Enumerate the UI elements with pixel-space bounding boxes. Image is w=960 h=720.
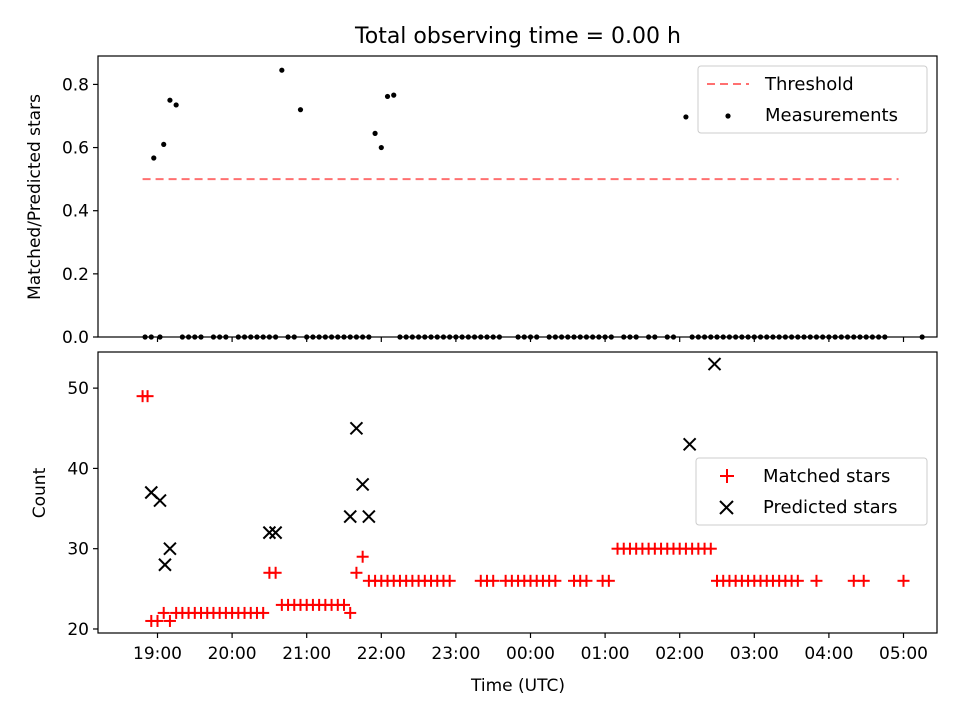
matched-star-point (157, 606, 170, 619)
predicted-star-point (355, 477, 370, 492)
predicted-legend-swatch (719, 500, 734, 515)
x-tick-label: 05:00 (879, 644, 928, 664)
measurement-point (391, 92, 397, 98)
predicted-star-point (262, 525, 277, 540)
bottom-y-tick-label: 40 (67, 459, 89, 479)
bottom-y-axis-label: Count (30, 467, 50, 518)
measurement-point (683, 114, 689, 120)
bottom-y-tick-label: 20 (67, 620, 89, 640)
bottom-panel: 20 30 40 50 19:00 20:00 21:00 22:00 23:00 00:00 0… (30, 351, 938, 696)
bottom-y-tick-label: 50 (67, 379, 89, 399)
top-x-tick-marks (156, 337, 905, 342)
measurements-legend-swatch (725, 113, 731, 119)
matched-star-point (338, 598, 350, 611)
top-legend-box (697, 65, 928, 134)
x-tick-label: 00:00 (506, 644, 555, 664)
bottom-axes-frame (97, 351, 938, 634)
measurement-point (173, 102, 179, 108)
matched-star-point (257, 606, 270, 619)
x-tick-label: 22:00 (357, 644, 406, 664)
predicted-star-point (349, 421, 364, 435)
bottom-legend-box (695, 457, 928, 526)
x-tick-label: 19:00 (133, 644, 182, 664)
top-y-axis-label: Matched/Predicted stars (25, 94, 45, 300)
measurement-point (384, 93, 391, 100)
x-tick-label: 01:00 (581, 644, 630, 664)
predicted-star-point (682, 437, 697, 452)
top-y-tick-label: 0.0 (62, 328, 89, 348)
matched-star-point (857, 574, 870, 587)
top-axes-frame (97, 55, 938, 338)
matched-star-point (602, 574, 615, 587)
predicted-star-point (343, 509, 357, 524)
measurement-point (161, 141, 167, 148)
x-tick-label: 23:00 (431, 644, 480, 664)
bottom-x-axis: 19:00 20:00 21:00 22:00 23:00 00:00 01:00 02:00… (133, 633, 928, 664)
top-legend: Threshold Measurements (697, 65, 928, 134)
matched-star-point (350, 566, 363, 579)
predicted-star-point (268, 525, 283, 540)
matched-legend-label: Matched stars (763, 466, 890, 487)
matched-star-point (549, 574, 562, 587)
x-tick-label: 21:00 (282, 644, 331, 664)
measurement-point (279, 67, 285, 73)
predicted-legend-label: Predicted stars (763, 497, 897, 518)
x-tick-label: 03:00 (730, 644, 779, 664)
top-y-tick-label: 0.4 (62, 202, 89, 222)
top-y-tick-label: 0.2 (62, 265, 89, 285)
top-panel: 0.00.20.40.60.8 Matched/Predicted stars … (25, 55, 938, 348)
matched-star-point (141, 390, 154, 403)
measurement-point (378, 144, 384, 151)
matched-star-point (580, 574, 593, 587)
matched-star-point (791, 574, 804, 587)
top-y-axis: 0.0 0.2 0.4 0.6 0.8 (62, 75, 98, 348)
x-tick-label: 04:00 (804, 644, 853, 664)
measurement-point (151, 155, 157, 161)
measurement-point (297, 107, 304, 113)
matched-star-point (356, 550, 369, 563)
measurements-legend-label: Measurements (765, 105, 898, 126)
x-tick-label: 20:00 (208, 644, 257, 664)
measurement-point (167, 97, 173, 103)
matched-star-point (344, 606, 357, 619)
predicted-star-point (707, 357, 722, 371)
predicted-star-point (163, 541, 177, 556)
bottom-y-axis: 20 30 40 50 (67, 379, 98, 640)
bottom-legend: Matched stars Predicted stars (695, 457, 928, 526)
matched-star-point (704, 542, 717, 555)
matched-star-point (810, 574, 823, 587)
threshold-legend-label: Threshold (764, 74, 854, 95)
matched-star-point (897, 574, 910, 587)
top-y-tick-label: 0.8 (62, 75, 89, 95)
matched-star-point (443, 574, 456, 587)
predicted-star-point (158, 558, 172, 572)
matched-star-point (163, 614, 176, 627)
x-axis-label: Time (UTC) (470, 676, 565, 696)
top-marks (142, 67, 925, 340)
x-tick-label: 02:00 (655, 644, 704, 664)
top-y-tick-label: 0.6 (62, 139, 89, 159)
matched-star-point (487, 574, 500, 587)
matched-star-point (269, 566, 282, 579)
matched-star-point (151, 614, 164, 627)
matched-legend-swatch (720, 469, 734, 483)
chart-title: Total observing time = 0.00 h (354, 24, 681, 49)
predicted-star-point (153, 493, 167, 508)
bottom-y-tick-label: 30 (67, 540, 89, 560)
bottom-marks (136, 357, 910, 627)
measurement-point (372, 130, 378, 136)
predicted-star-point (362, 509, 376, 524)
